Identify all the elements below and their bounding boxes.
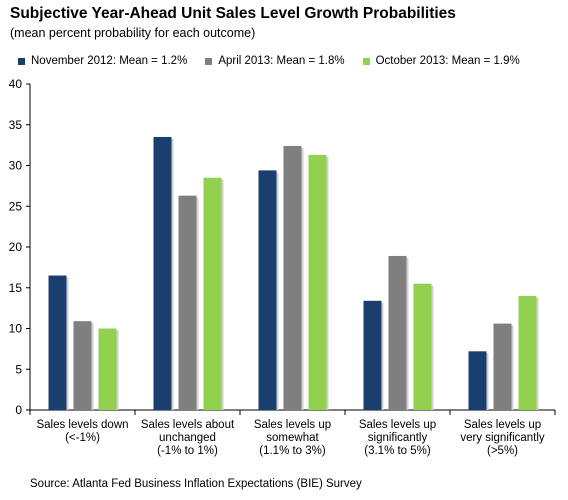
y-tick-label: 25	[9, 199, 23, 213]
x-category-label: (-1% to 1%)	[157, 445, 218, 457]
x-category-label: Sales levels down	[36, 419, 128, 431]
bar-0-0	[48, 275, 67, 410]
x-category-label: Sales levels about	[141, 419, 235, 431]
x-category-label: Sales levels up	[359, 419, 436, 431]
bar-0-3	[363, 300, 382, 410]
chart-subtitle: (mean percent probability for each outco…	[10, 26, 256, 40]
bar-2-3	[413, 283, 432, 410]
y-tick-label: 30	[9, 159, 23, 173]
y-tick-label: 40	[9, 77, 23, 91]
y-tick-label: 10	[9, 322, 23, 336]
x-category-label: (<-1%)	[65, 432, 100, 444]
y-tick-label: 35	[9, 118, 23, 132]
chart-title: Subjective Year-Ahead Unit Sales Level G…	[10, 5, 456, 22]
y-tick-label: 0	[15, 403, 22, 417]
legend-label-nov-2012: November 2012: Mean = 1.2%	[31, 55, 188, 67]
bar-2-0	[98, 328, 117, 410]
x-category-label: (1.1% to 3%)	[259, 445, 326, 457]
legend-swatch-apr-2013	[205, 57, 213, 65]
x-category-label: Sales levels up	[464, 419, 541, 431]
x-category-label: somewhat	[266, 432, 319, 444]
bar-2-2	[308, 154, 327, 410]
x-category-label: significantly	[368, 432, 428, 444]
bar-1-2	[283, 145, 302, 410]
bar-1-0	[73, 321, 92, 410]
x-category-label: Sales levels up	[254, 419, 331, 431]
legend: November 2012: Mean = 1.2% April 2013: M…	[18, 55, 520, 67]
bar-0-1	[153, 136, 172, 410]
x-category-label: (3.1% to 5%)	[364, 445, 431, 457]
legend-item-oct-2013: October 2013: Mean = 1.9%	[362, 55, 520, 67]
bar-1-1	[178, 195, 197, 410]
y-tick-label: 20	[9, 240, 23, 254]
y-tick-label: 15	[9, 281, 23, 295]
x-category-label: (>5%)	[487, 445, 518, 457]
bar-1-3	[388, 255, 407, 410]
legend-label-oct-2013: October 2013: Mean = 1.9%	[375, 55, 520, 67]
bar-2-1	[203, 177, 222, 410]
bar-1-4	[493, 323, 512, 410]
legend-item-nov-2012: November 2012: Mean = 1.2%	[18, 55, 187, 67]
source-note: Source: Atlanta Fed Business Inflation E…	[30, 478, 362, 490]
x-category-label: unchanged	[159, 432, 216, 444]
bar-2-4	[518, 295, 537, 410]
x-category-label: very significantly	[460, 432, 545, 444]
bar-0-2	[258, 170, 277, 410]
bar-0-4	[468, 351, 487, 410]
legend-swatch-oct-2013	[362, 57, 370, 65]
legend-label-apr-2013: April 2013: Mean = 1.8%	[218, 55, 345, 67]
y-tick-label: 5	[15, 362, 22, 376]
legend-item-apr-2013: April 2013: Mean = 1.8%	[205, 55, 345, 67]
legend-swatch-nov-2012	[18, 57, 25, 65]
